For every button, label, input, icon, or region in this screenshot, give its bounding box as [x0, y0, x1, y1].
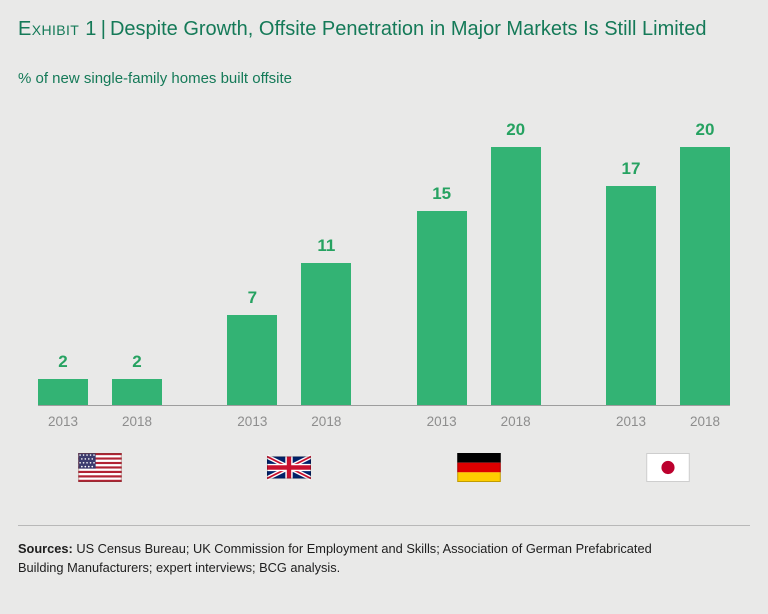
sources-note: Sources: US Census Bureau; UK Commission… [18, 539, 673, 577]
bar-column-japan-2013: 17 [605, 158, 656, 405]
year-tick-label: 2018 [500, 413, 531, 429]
bar-japan-2018 [679, 146, 730, 405]
uk-flag-icon [266, 453, 313, 483]
bar-germany-2018 [490, 146, 541, 405]
bar-value-label: 2 [132, 351, 142, 371]
year-tick-label: 2018 [311, 413, 342, 429]
bar-column-germany-2013: 15 [416, 183, 467, 405]
bar-value-label: 7 [247, 287, 258, 307]
bar-uk-2018 [301, 262, 352, 405]
year-labels-uk: 2013 2018 [227, 414, 351, 429]
bar-value-label: 20 [695, 119, 715, 139]
title-text: Despite Growth, Offsite Penetration in M… [109, 18, 707, 40]
year-tick-label: 2018 [689, 413, 720, 429]
bar-germany-2013 [416, 210, 467, 405]
bar-pair-japan: 17 20 [605, 119, 730, 405]
country-group-uk: 7 11 2013 2018 [227, 121, 352, 483]
bar-value-label: 11 [317, 235, 336, 255]
year-tick-label: 2013 [426, 413, 457, 429]
sources-text: US Census Bureau; UK Commission for Empl… [18, 540, 652, 575]
bar-column-uk-2013: 7 [227, 287, 278, 405]
country-group-japan: 17 20 2013 2018 [605, 119, 730, 483]
country-group-germany: 15 20 2013 2018 [416, 119, 541, 483]
bar-pair-germany: 15 20 [416, 119, 541, 405]
germany-flag-icon [456, 452, 501, 483]
year-tick-label: 2018 [121, 413, 153, 429]
footer-divider [18, 524, 750, 526]
year-labels-us: 2013 2018 [38, 414, 162, 429]
sources-label: Sources: [18, 540, 73, 556]
bar-us-2013 [38, 378, 88, 405]
country-group-us: 2 2 2013 2018 [38, 121, 162, 483]
year-tick-label: 2013 [615, 413, 646, 429]
chart-subtitle: % of new single-family homes built offsi… [18, 69, 293, 87]
exhibit-label: Exhibit 1 [18, 18, 97, 40]
year-labels-japan: 2013 2018 [606, 414, 730, 429]
bar-value-label: 17 [621, 158, 641, 178]
bar-uk-2013 [227, 314, 278, 405]
bar-column-us-2018: 2 [112, 352, 162, 405]
bar-chart: 2 2 2013 2018 7 11 2013 2018 15 20 2013 2018 17 20 201… [38, 119, 730, 483]
bar-value-label: 2 [58, 351, 68, 371]
us-flag-icon [78, 452, 122, 483]
bar-pair-uk: 7 11 [227, 121, 352, 405]
japan-flag-icon [646, 452, 690, 483]
bar-value-label: 15 [432, 183, 452, 203]
bar-column-uk-2018: 11 [301, 235, 352, 405]
bar-column-japan-2018: 20 [679, 119, 730, 405]
bar-japan-2013 [605, 185, 656, 405]
year-labels-germany: 2013 2018 [417, 414, 541, 429]
year-tick-label: 2013 [237, 413, 268, 429]
bar-us-2018 [112, 378, 162, 405]
bar-column-us-2013: 2 [38, 352, 88, 405]
bar-value-label: 20 [506, 119, 526, 139]
x-axis-line [38, 404, 730, 406]
title-separator: | [100, 18, 106, 40]
year-tick-label: 2013 [47, 413, 79, 429]
bar-column-germany-2018: 20 [490, 119, 541, 405]
exhibit-title: Exhibit 1 | Despite Growth, Offsite Penetr… [18, 16, 708, 44]
